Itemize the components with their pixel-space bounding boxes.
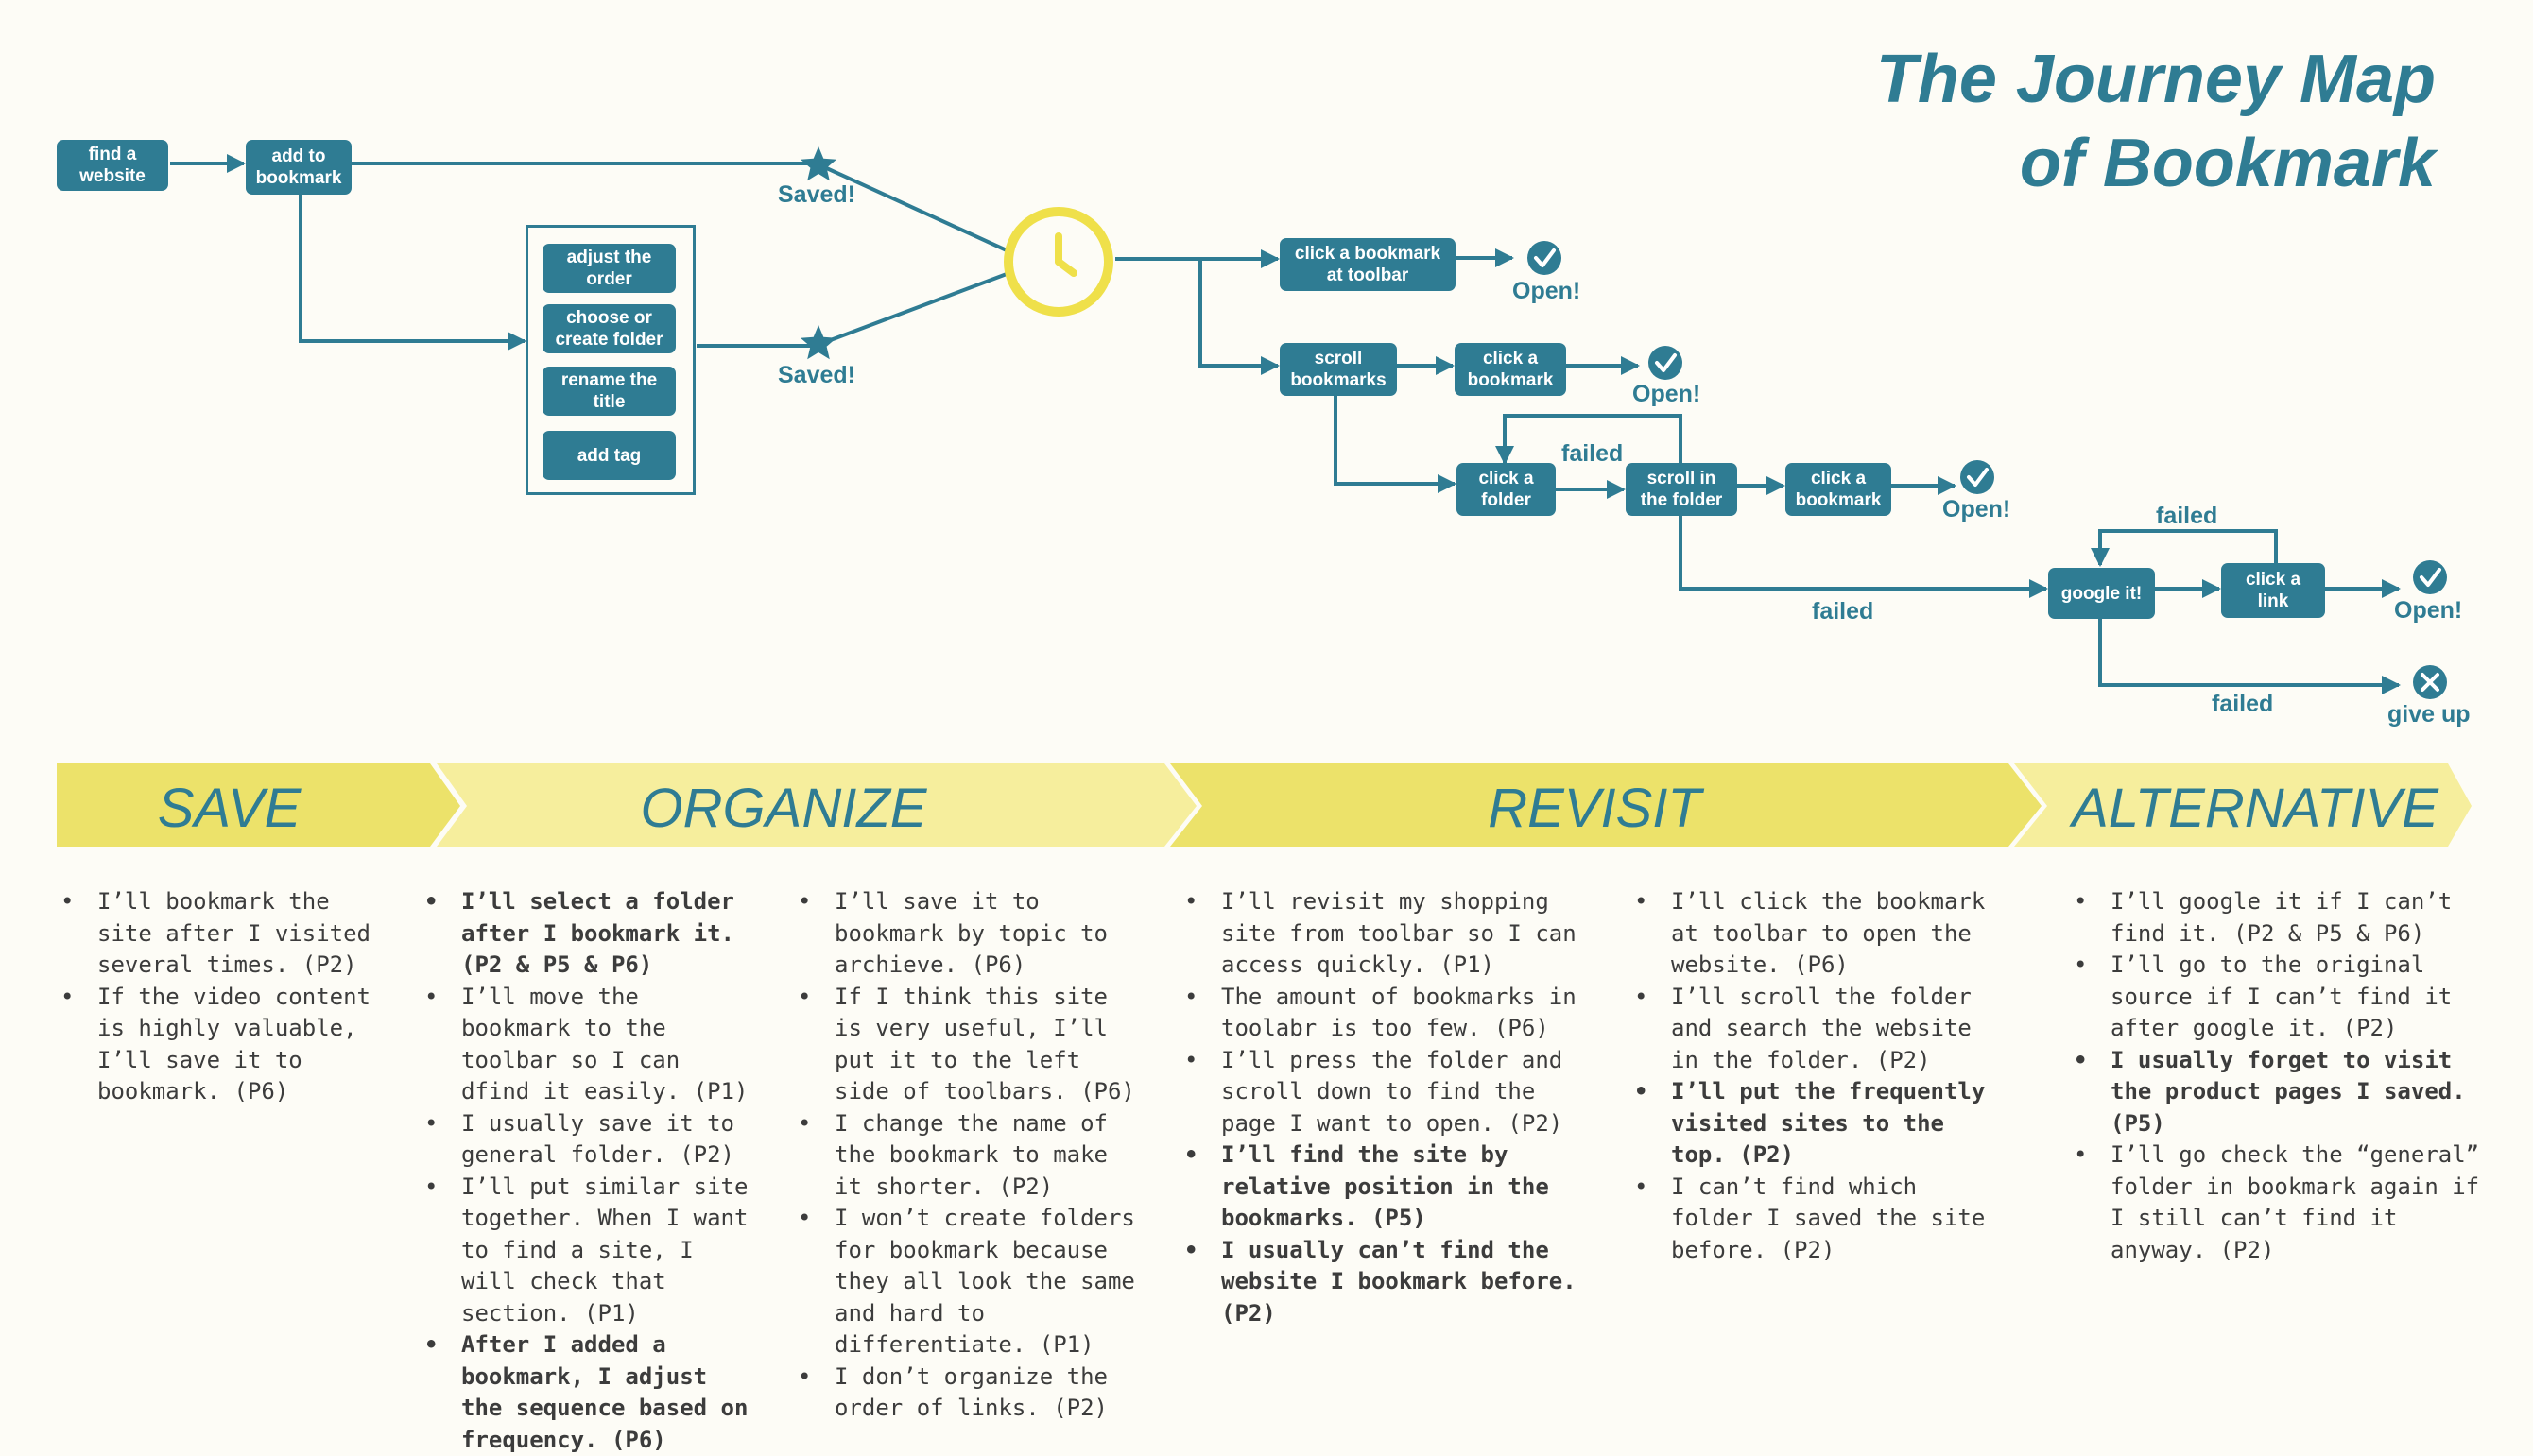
node-scroll-in-folder: scroll in the folder	[1626, 463, 1737, 516]
note-item: I’ll google it if I can’t find it. (P2 &…	[2070, 886, 2490, 950]
note-item: I’ll press the folder and scroll down to…	[1180, 1045, 1596, 1140]
notes-list-alternative: I’ll google it if I can’t find it. (P2 &…	[2070, 886, 2490, 1266]
check-circle-icon	[1527, 241, 1561, 275]
notes-column-alternative: I’ll google it if I can’t find it. (P2 &…	[2070, 886, 2490, 1266]
label-failed-4: failed	[2212, 691, 2274, 717]
note-item: I don’t organize the order of links. (P2…	[794, 1362, 1144, 1425]
node-click-bookmark-toolbar: click a bookmark at toolbar	[1280, 238, 1456, 291]
node-scroll-bookmarks: scroll bookmarks	[1280, 343, 1397, 396]
node-rename-title: rename the title	[543, 367, 676, 416]
note-item: If the video content is highly valuable,…	[57, 982, 388, 1108]
edge-to-scroll	[1198, 259, 1280, 375]
phase-alternative-bg	[2014, 763, 2472, 847]
title-line-2: of Bookmark	[2019, 126, 2436, 201]
star-icon	[801, 325, 836, 360]
edge-scrollin-google	[1679, 516, 2048, 598]
node-click-link: click a link	[2221, 563, 2325, 618]
node-add-tag: add tag	[543, 431, 676, 480]
notes-column-revisit-1: I’ll revisit my shopping site from toolb…	[1180, 886, 1596, 1329]
phase-band	[57, 763, 2472, 847]
notes-list-revisit-1: I’ll revisit my shopping site from toolb…	[1180, 886, 1596, 1329]
title-line-1: The Journey Map	[1875, 42, 2436, 117]
star-icon	[801, 146, 836, 181]
cross-circle-icon	[2413, 665, 2447, 699]
label-failed-1: failed	[1561, 440, 1624, 467]
phase-revisit: REVISIT	[1488, 777, 1701, 839]
notes-column-organize-2: I’ll save it to bookmark by topic to arc…	[794, 886, 1144, 1425]
edge-saved2-clock	[819, 272, 1008, 346]
phase-save-bg	[57, 763, 460, 847]
note-item: I usually can’t find the website I bookm…	[1180, 1235, 1596, 1330]
label-open-2: Open!	[1632, 381, 1701, 407]
node-find-website: find a website	[57, 140, 168, 191]
connectors	[170, 154, 2401, 694]
label-open-1: Open!	[1512, 278, 1581, 304]
journey-diagram-canvas	[57, 146, 2472, 847]
check-circle-icon	[2413, 560, 2447, 594]
label-open-4: Open!	[2394, 597, 2463, 624]
label-failed-2: failed	[1812, 598, 1874, 625]
note-item: I can’t find which folder I saved the si…	[1630, 1172, 2008, 1267]
clock-icon	[1004, 207, 1113, 317]
check-circle-icon	[1960, 460, 1994, 494]
label-saved-2: Saved!	[778, 362, 855, 388]
phase-revisit-bg	[1170, 763, 2042, 847]
node-adjust-order: adjust the order	[543, 244, 676, 293]
note-item: If I think this site is very useful, I’l…	[794, 982, 1144, 1108]
note-item: I’ll select a folder after I bookmark it…	[421, 886, 761, 982]
node-click-bookmark-1: click a bookmark	[1455, 343, 1566, 396]
note-item: I’ll move the bookmark to the toolbar so…	[421, 982, 761, 1108]
organize-actions-group	[526, 225, 696, 495]
phase-organize-bg	[437, 763, 1197, 847]
note-item: I’ll click the bookmark at toolbar to op…	[1630, 886, 2008, 982]
note-item: I’ll scroll the folder and search the we…	[1630, 982, 2008, 1077]
notes-column-organize-1: I’ll select a folder after I bookmark it…	[421, 886, 761, 1456]
edge-add-organize	[299, 195, 526, 351]
label-failed-3: failed	[2156, 503, 2218, 529]
note-item: I change the name of the bookmark to mak…	[794, 1108, 1144, 1204]
note-item: After I added a bookmark, I adjust the s…	[421, 1329, 761, 1456]
edge-saved1-clock	[819, 163, 1008, 252]
label-give-up: give up	[2387, 701, 2471, 728]
node-add-to-bookmark: add to bookmark	[246, 140, 352, 195]
note-item: I usually save it to general folder. (P2…	[421, 1108, 761, 1172]
note-item: I usually forget to visit the product pa…	[2070, 1045, 2490, 1140]
note-item: I’ll find the site by relative position …	[1180, 1139, 1596, 1235]
note-item: I’ll revisit my shopping site from toolb…	[1180, 886, 1596, 982]
page-title: The Journey Map of Bookmark	[1876, 38, 2436, 206]
note-item: I’ll put the frequently visited sites to…	[1630, 1076, 2008, 1172]
check-circle-icon	[1648, 346, 1682, 380]
phase-organize: ORGANIZE	[640, 777, 927, 839]
edge-failed-loop2	[2091, 529, 2278, 567]
note-item: I’ll save it to bookmark by topic to arc…	[794, 886, 1144, 982]
node-click-bookmark-2: click a bookmark	[1785, 463, 1891, 516]
node-click-folder: click a folder	[1456, 463, 1556, 516]
edge-scroll-folder	[1334, 396, 1456, 493]
notes-list-organize-2: I’ll save it to bookmark by topic to arc…	[794, 886, 1144, 1425]
notes-column-save: I’ll bookmark the site after I visited s…	[57, 886, 388, 1108]
note-item: I’ll go to the original source if I can’…	[2070, 950, 2490, 1045]
phase-save: SAVE	[157, 777, 302, 839]
label-open-3: Open!	[1942, 496, 2011, 522]
note-item: The amount of bookmarks in toolabr is to…	[1180, 982, 1596, 1045]
edge-failed-loop1	[1495, 414, 1682, 465]
node-choose-folder: choose or create folder	[543, 304, 676, 353]
notes-column-revisit-2: I’ll click the bookmark at toolbar to op…	[1630, 886, 2008, 1266]
notes-list-revisit-2: I’ll click the bookmark at toolbar to op…	[1630, 886, 2008, 1266]
label-saved-1: Saved!	[778, 181, 855, 208]
notes-list-organize-1: I’ll select a folder after I bookmark it…	[421, 886, 761, 1456]
phase-alternative: ALTERNATIVE	[2072, 777, 2438, 839]
node-google-it: google it!	[2048, 568, 2155, 619]
notes-list-save: I’ll bookmark the site after I visited s…	[57, 886, 388, 1108]
note-item: I’ll bookmark the site after I visited s…	[57, 886, 388, 982]
note-item: I’ll put similar site together. When I w…	[421, 1172, 761, 1330]
note-item: I won’t create folders for bookmark beca…	[794, 1203, 1144, 1362]
note-item: I’ll go check the “general” folder in bo…	[2070, 1139, 2490, 1266]
edge-google-giveup	[2098, 619, 2401, 694]
